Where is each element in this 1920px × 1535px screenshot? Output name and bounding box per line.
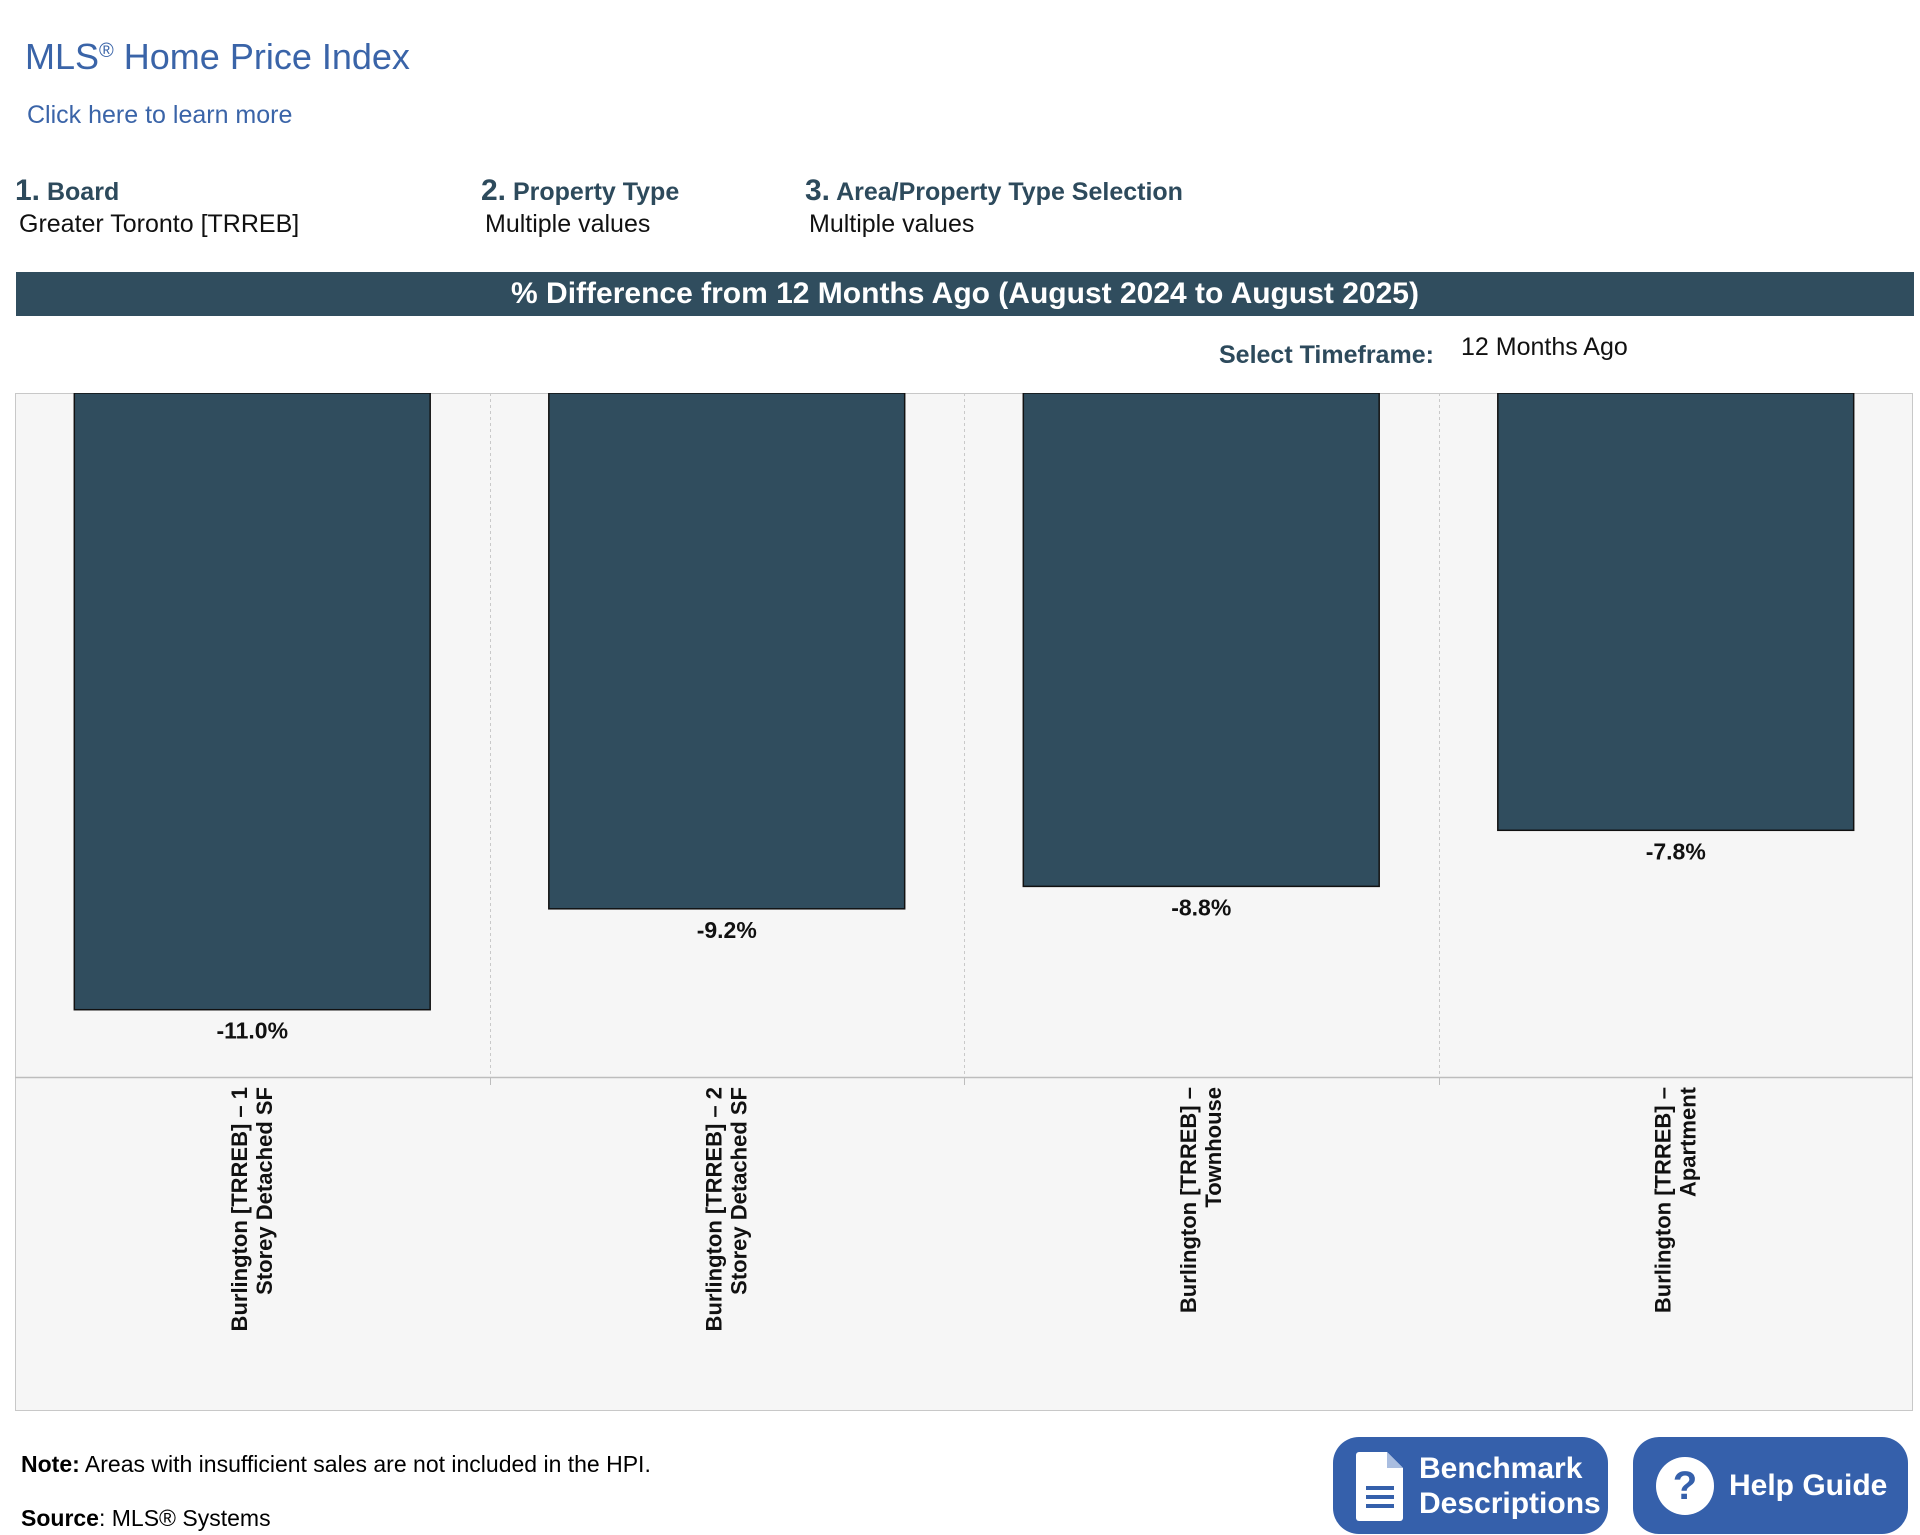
bar [1497, 393, 1855, 832]
source-label: Source [21, 1505, 99, 1531]
page-title: MLS® Home Price Index [25, 36, 410, 78]
category-label: Burlington [TRREB] –Apartment [1650, 1086, 1700, 1313]
help-guide-button[interactable]: ? Help Guide [1633, 1437, 1908, 1534]
category-label-line: Burlington [TRREB] – [1650, 1087, 1675, 1313]
svg-text:?: ? [1673, 1464, 1697, 1508]
category-label-line: Storey Detached SF [252, 1087, 277, 1295]
filter-area-number: 3. [805, 174, 831, 207]
filter-board-value[interactable]: Greater Toronto [TRREB] [19, 210, 300, 238]
category-label-line: Burlington [TRREB] – 2 [701, 1087, 726, 1331]
category-label-line: Storey Detached SF [726, 1087, 751, 1295]
category-label-line: Burlington [TRREB] – [1176, 1087, 1201, 1313]
bar-chart: -11.0%Burlington [TRREB] – 1Storey Detac… [15, 393, 1913, 1411]
bar [1022, 393, 1380, 888]
category-label: Burlington [TRREB] – 2Storey Detached SF [701, 1087, 751, 1331]
data-label: -11.0% [216, 1018, 288, 1044]
timeframe-select[interactable]: 12 Months Ago [1461, 333, 1628, 361]
filter-area-label: Area/Property Type Selection [836, 178, 1183, 206]
title-main: MLS [25, 36, 100, 77]
filter-board[interactable]: 1. Board Greater Toronto [TRREB] [15, 174, 299, 239]
category-label-line: Apartment [1675, 1086, 1700, 1197]
help-guide-label: Help Guide [1729, 1469, 1888, 1502]
timeframe-label: Select Timeframe: [1219, 341, 1434, 369]
category-label: Burlington [TRREB] – 1Storey Detached SF [227, 1087, 277, 1331]
benchmark-descriptions-button[interactable]: Benchmark Descriptions [1333, 1437, 1608, 1534]
benchmark-label-line2: Descriptions [1419, 1486, 1601, 1520]
note-body: Areas with insufficient sales are not in… [79, 1451, 651, 1477]
filter-board-label: Board [46, 178, 120, 206]
data-label: -8.8% [1171, 894, 1231, 920]
filter-area-value[interactable]: Multiple values [809, 210, 975, 238]
bar [73, 393, 431, 1011]
data-label: -7.8% [1646, 838, 1706, 864]
title-rest: Home Price Index [113, 36, 410, 77]
filter-property-type[interactable]: 2. Property Type Multiple values [481, 174, 679, 239]
question-circle-icon: ? [1656, 1456, 1714, 1515]
filter-property-type-label: Property Type [512, 178, 680, 206]
filter-property-type-value[interactable]: Multiple values [485, 210, 651, 238]
note-label: Note: [21, 1451, 80, 1477]
source-text: Source: MLS® Systems [21, 1505, 271, 1532]
category-label: Burlington [TRREB] –Townhouse [1176, 1087, 1226, 1313]
filter-property-type-number: 2. [481, 174, 507, 207]
document-icon [1356, 1451, 1403, 1521]
category-label-line: Burlington [TRREB] – 1 [227, 1087, 252, 1331]
source-body: : MLS® Systems [98, 1505, 271, 1531]
bar [548, 393, 906, 910]
title-registered-mark: ® [99, 40, 114, 62]
learn-more-link[interactable]: Click here to learn more [27, 101, 293, 129]
filter-area-selection[interactable]: 3. Area/Property Type Selection Multiple… [805, 174, 1183, 239]
category-label-line: Townhouse [1201, 1087, 1226, 1208]
chart-title-band: % Difference from 12 Months Ago (August … [16, 272, 1914, 316]
benchmark-label-line1: Benchmark [1419, 1451, 1583, 1485]
data-label: -9.2% [697, 917, 757, 943]
filter-board-number: 1. [15, 174, 41, 207]
note-text: Note: Areas with insufficient sales are … [21, 1451, 651, 1478]
